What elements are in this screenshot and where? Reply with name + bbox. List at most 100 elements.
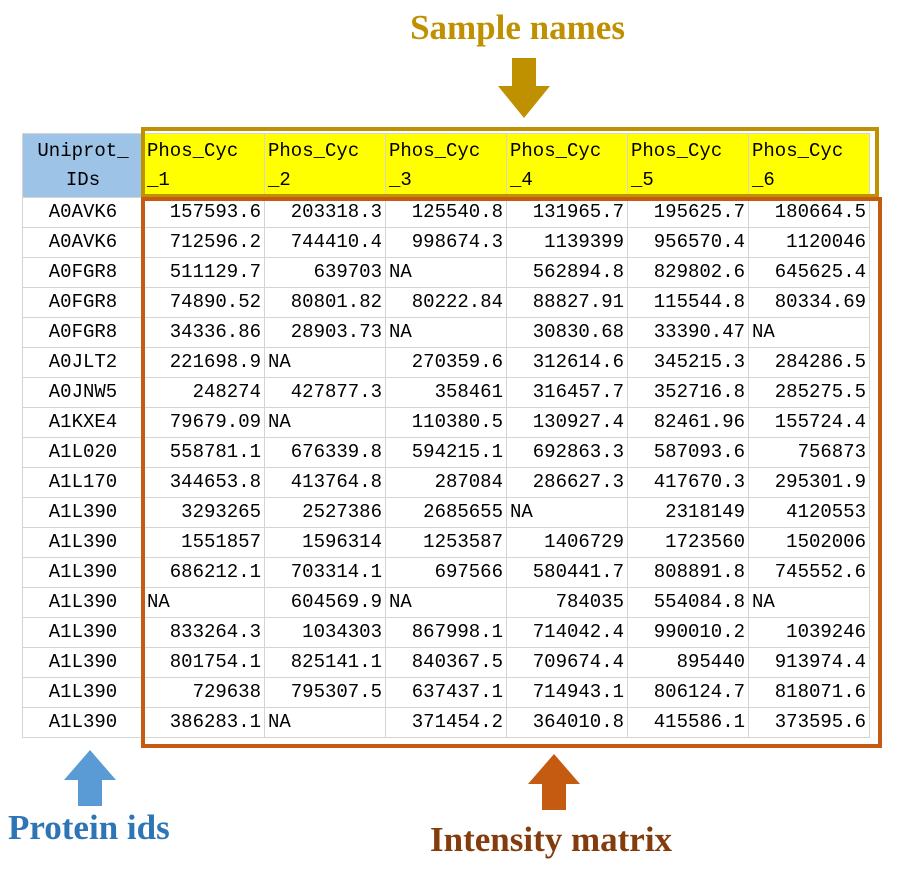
- sample-header-line1: Phos_Cyc: [631, 139, 723, 162]
- table-row: A1L390 1551857 1596314 1253587 1406729 172356…: [22, 527, 870, 558]
- intensity-cell: 833264.3: [143, 617, 265, 648]
- table-row: A0FGR8 34336.86 28903.73 NA 30830.68 33390.47…: [22, 317, 870, 348]
- intensity-cell: 195625.7: [627, 197, 749, 228]
- intensity-cell: 88827.91: [506, 287, 628, 318]
- intensity-cell: 415586.1: [627, 707, 749, 738]
- intensity-cell: 386283.1: [143, 707, 265, 738]
- table-row: A1L390 729638 795307.5 637437.1 714943.1 8061…: [22, 677, 870, 708]
- intensity-cell: 558781.1: [143, 437, 265, 468]
- intensity-cell: 417670.3: [627, 467, 749, 498]
- intensity-cell: 729638: [143, 677, 265, 708]
- intensity-cell: 34336.86: [143, 317, 265, 348]
- intensity-cell: 562894.8: [506, 257, 628, 288]
- table-row: A0AVK6 712596.2 744410.4 998674.3 1139399 956…: [22, 227, 870, 258]
- intensity-cell: 28903.73: [264, 317, 386, 348]
- intensity-cell: 284286.5: [748, 347, 870, 378]
- protein-id-cell: A0FGR8: [22, 257, 144, 288]
- header-row: Uniprot_ IDs Phos_Cyc _1 Phos_Cyc _2 Phos_Cyc…: [22, 133, 870, 198]
- intensity-cell: 74890.52: [143, 287, 265, 318]
- intensity-cell: 745552.6: [748, 557, 870, 588]
- intensity-cell: 4120553: [748, 497, 870, 528]
- intensity-cell: 285275.5: [748, 377, 870, 408]
- id-header-line2: IDs: [65, 168, 101, 191]
- table-row: A1L390 801754.1 825141.1 840367.5 709674.4 89…: [22, 647, 870, 678]
- intensity-cell: 115544.8: [627, 287, 749, 318]
- intensity-cell: 82461.96: [627, 407, 749, 438]
- id-column-header: Uniprot_ IDs: [22, 133, 144, 198]
- intensity-cell: 1120046: [748, 227, 870, 258]
- intensity-cell: 1139399: [506, 227, 628, 258]
- protein-id-cell: A1KXE4: [22, 407, 144, 438]
- table-row: A0AVK6 157593.6 203318.3 125540.8 131965.7 19…: [22, 197, 870, 228]
- protein-id-cell: A1L390: [22, 617, 144, 648]
- intensity-cell: NA: [748, 317, 870, 348]
- intensity-cell: 714943.1: [506, 677, 628, 708]
- intensity-cell: 1039246: [748, 617, 870, 648]
- intensity-cell: 344653.8: [143, 467, 265, 498]
- intensity-cell: 554084.8: [627, 587, 749, 618]
- intensity-cell: 1723560: [627, 527, 749, 558]
- intensity-cell: 697566: [385, 557, 507, 588]
- sample-header-line1: Phos_Cyc: [147, 139, 239, 162]
- protein-id-cell: A0FGR8: [22, 317, 144, 348]
- intensity-cell: 79679.09: [143, 407, 265, 438]
- intensity-cell: 221698.9: [143, 347, 265, 378]
- protein-ids-label: Protein ids: [8, 808, 170, 847]
- intensity-cell: 373595.6: [748, 707, 870, 738]
- intensity-table: Uniprot_ IDs Phos_Cyc _1 Phos_Cyc _2 Phos_Cyc…: [22, 133, 870, 738]
- intensity-cell: 427877.3: [264, 377, 386, 408]
- table-row: A1L390 NA 604569.9 NA 784035 554084.8 NA: [22, 587, 870, 618]
- table-row: A0JNW5 248274 427877.3 358461 316457.7 352716…: [22, 377, 870, 408]
- intensity-cell: 155724.4: [748, 407, 870, 438]
- protein-id-cell: A1L390: [22, 677, 144, 708]
- intensity-cell: 80222.84: [385, 287, 507, 318]
- sample-names-label: Sample names: [410, 8, 625, 47]
- table-row: A1L390 686212.1 703314.1 697566 580441.7 8088…: [22, 557, 870, 588]
- intensity-cell: 795307.5: [264, 677, 386, 708]
- intensity-cell: 998674.3: [385, 227, 507, 258]
- intensity-cell: 840367.5: [385, 647, 507, 678]
- intensity-cell: 756873: [748, 437, 870, 468]
- intensity-cell: 709674.4: [506, 647, 628, 678]
- intensity-cell: 157593.6: [143, 197, 265, 228]
- intensity-cell: 587093.6: [627, 437, 749, 468]
- sample-names-highlight-box: [141, 127, 879, 198]
- protein-id-cell: A0AVK6: [22, 227, 144, 258]
- protein-id-cell: A1L390: [22, 587, 144, 618]
- sample-header-line2: _5: [631, 168, 654, 191]
- intensity-cell: 801754.1: [143, 647, 265, 678]
- intensity-matrix-highlight-box: [141, 197, 882, 748]
- intensity-cell: 110380.5: [385, 407, 507, 438]
- sample-header-line1: Phos_Cyc: [389, 139, 481, 162]
- sample-header-line1: Phos_Cyc: [752, 139, 844, 162]
- intensity-matrix-label: Intensity matrix: [430, 820, 673, 859]
- intensity-matrix-arrow-icon: [528, 754, 580, 810]
- protein-id-cell: A1L390: [22, 527, 144, 558]
- intensity-cell: NA: [506, 497, 628, 528]
- intensity-cell: 413764.8: [264, 467, 386, 498]
- intensity-cell: NA: [264, 407, 386, 438]
- intensity-cell: 645625.4: [748, 257, 870, 288]
- intensity-cell: NA: [264, 707, 386, 738]
- intensity-cell: 692863.3: [506, 437, 628, 468]
- intensity-cell: 295301.9: [748, 467, 870, 498]
- protein-id-cell: A0AVK6: [22, 197, 144, 228]
- intensity-cell: 30830.68: [506, 317, 628, 348]
- table-row: A1L020 558781.1 676339.8 594215.1 692863.3 58…: [22, 437, 870, 468]
- intensity-cell: 130927.4: [506, 407, 628, 438]
- intensity-cell: 345215.3: [627, 347, 749, 378]
- table-row: A0JLT2 221698.9 NA 270359.6 312614.6 345215.3…: [22, 347, 870, 378]
- intensity-cell: 676339.8: [264, 437, 386, 468]
- intensity-cell: NA: [143, 587, 265, 618]
- sample-column-header: Phos_Cyc _3: [385, 133, 507, 198]
- intensity-cell: 895440: [627, 647, 749, 678]
- intensity-cell: 3293265: [143, 497, 265, 528]
- intensity-cell: 580441.7: [506, 557, 628, 588]
- sample-header-line2: _3: [389, 168, 412, 191]
- intensity-cell: 131965.7: [506, 197, 628, 228]
- protein-ids-arrow-icon: [64, 750, 116, 806]
- intensity-cell: 867998.1: [385, 617, 507, 648]
- intensity-cell: 744410.4: [264, 227, 386, 258]
- intensity-cell: 637437.1: [385, 677, 507, 708]
- intensity-cell: 604569.9: [264, 587, 386, 618]
